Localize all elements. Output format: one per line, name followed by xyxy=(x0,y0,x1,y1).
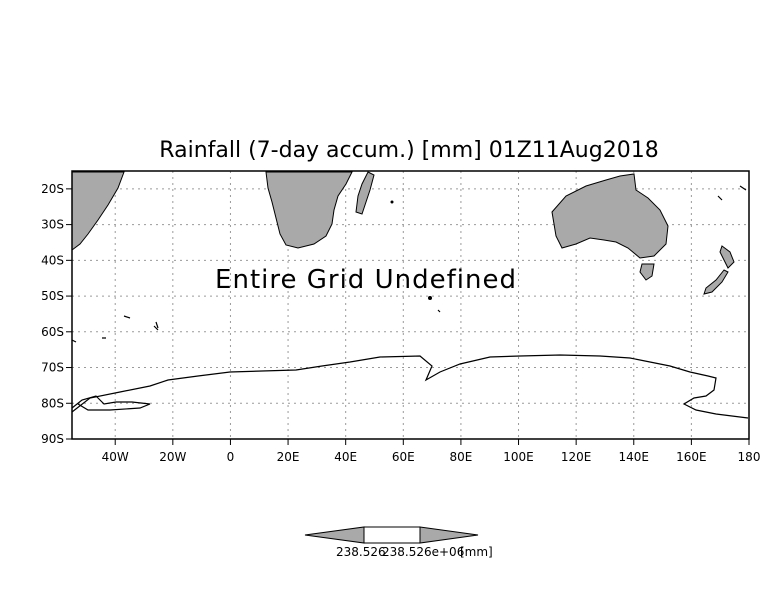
new-zealand-south-land xyxy=(703,269,729,295)
land-masses xyxy=(71,171,747,343)
x-tick-label: 180 xyxy=(738,450,761,464)
x-tick-label: 120E xyxy=(561,450,592,464)
y-tick-label: 70S xyxy=(41,361,64,375)
x-tick-label: 20E xyxy=(277,450,300,464)
madagascar-land xyxy=(355,171,375,215)
africa-land xyxy=(265,171,353,249)
colorbar-center-box xyxy=(363,526,421,544)
south-sandwich-islands xyxy=(153,321,159,331)
x-tick-label: 0 xyxy=(227,450,235,464)
x-tick-label: 140E xyxy=(619,450,650,464)
colorbar-unit-label: [mm] xyxy=(460,545,493,559)
south-america-land xyxy=(71,171,125,251)
tasmania-land xyxy=(639,263,655,281)
australia-land xyxy=(551,173,669,259)
colorbar-left-arrow xyxy=(304,526,365,544)
colorbar-low-label: 238.526 xyxy=(336,545,386,559)
x-tick-label: 20W xyxy=(159,450,186,464)
x-tick-label: 80E xyxy=(449,450,472,464)
y-axis-ticks: 20S 30S 40S 50S 60S 70S 80S 90S xyxy=(41,182,72,446)
colorbar-high-label: 238.526e+06 xyxy=(382,545,464,559)
new-zealand-north-land xyxy=(719,245,735,269)
y-tick-label: 60S xyxy=(41,325,64,339)
antarctic-peninsula-coastline xyxy=(71,395,151,411)
y-tick-label: 50S xyxy=(41,289,64,303)
undefined-grid-message: Entire Grid Undefined xyxy=(215,265,517,295)
y-tick-label: 30S xyxy=(41,218,64,232)
sub-antarctic-islands xyxy=(71,185,747,343)
x-tick-label: 60E xyxy=(392,450,415,464)
plot-frame xyxy=(71,170,750,440)
y-tick-label: 40S xyxy=(41,253,64,267)
kerguelen-island xyxy=(428,296,432,300)
x-axis-ticks: 40W 20W 0 20E 40E 60E 80E 100E 120E 140E 160E 180 xyxy=(102,439,761,464)
y-tick-label: 90S xyxy=(41,432,64,446)
x-tick-label: 160E xyxy=(676,450,707,464)
colorbar-right-arrow xyxy=(419,526,479,544)
colorbar: 238.526 238.526e+06 [mm] xyxy=(304,526,493,559)
y-tick-label: 20S xyxy=(41,182,64,196)
x-tick-label: 40W xyxy=(102,450,129,464)
x-tick-label: 40E xyxy=(334,450,357,464)
x-tick-label: 100E xyxy=(503,450,534,464)
y-tick-label: 80S xyxy=(41,396,64,410)
antarctica-coastline xyxy=(71,354,749,419)
crozet-island xyxy=(390,200,394,204)
chart-title: Rainfall (7-day accum.) [mm] 01Z11Aug201… xyxy=(159,138,658,163)
south-georgia-island xyxy=(123,315,131,319)
